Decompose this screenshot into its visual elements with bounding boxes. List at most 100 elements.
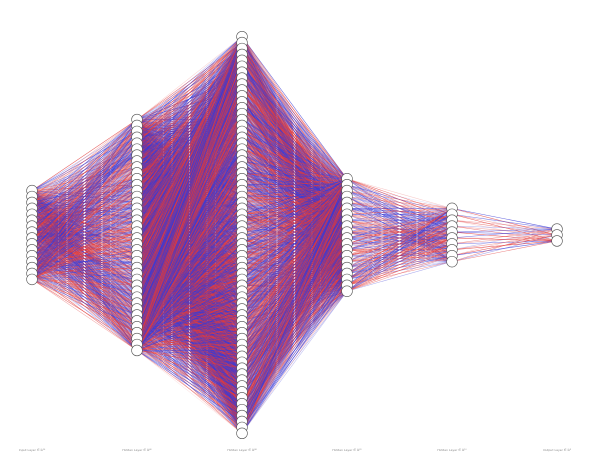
connection-line [136, 220, 243, 351]
connection-line [136, 243, 243, 351]
connection-line [241, 178, 348, 345]
connection-line [241, 184, 348, 351]
connection-line [136, 36, 243, 286]
connection-line [136, 149, 243, 351]
connection-line [241, 101, 348, 179]
connection-line [31, 249, 138, 280]
connection-line [31, 237, 138, 280]
connection-line [31, 119, 138, 191]
connection-line [136, 36, 243, 327]
connection-line [31, 125, 138, 274]
connection-line [31, 249, 138, 268]
connection-line [31, 119, 138, 268]
connection-line [136, 48, 243, 351]
connection-line [136, 36, 243, 321]
connection-line [31, 119, 138, 233]
connection-line [136, 54, 243, 321]
connection-line [136, 350, 243, 416]
connection-line [136, 36, 243, 274]
connection-line [136, 42, 243, 286]
connection-line [136, 338, 243, 351]
connection-line [241, 178, 348, 351]
connection-line [136, 48, 243, 215]
connection-line [241, 89, 348, 179]
connection-line [136, 350, 243, 434]
connection-line [136, 66, 243, 316]
connection-line [241, 178, 348, 268]
connection-line [241, 178, 348, 316]
connection-line [241, 178, 348, 322]
connection-line [241, 178, 348, 256]
connection-line [31, 214, 138, 280]
connection-line [136, 243, 243, 339]
connection-line [136, 36, 243, 144]
connection-line [136, 350, 243, 422]
connection-line [136, 350, 243, 410]
connection-line [31, 219, 138, 280]
connection-line [136, 350, 243, 399]
connection-line [31, 131, 138, 274]
connection-line [31, 119, 138, 227]
connection-line [136, 350, 243, 387]
connection-line [136, 36, 243, 120]
connection-line [241, 178, 348, 333]
connection-line [31, 208, 138, 280]
connection-line [31, 160, 138, 274]
connection-line [136, 166, 243, 351]
connection-line [241, 184, 348, 322]
connection-line [136, 125, 243, 333]
connection-line [136, 36, 243, 351]
connection-line [136, 125, 243, 351]
connection-line [31, 279, 138, 322]
connection-line [241, 95, 348, 191]
connection-line [241, 184, 348, 363]
connection-line [136, 36, 243, 174]
connection-line [31, 119, 138, 239]
connection-line [31, 137, 138, 280]
connection-line [136, 344, 243, 404]
connection-line [241, 178, 348, 209]
connection-line [136, 42, 243, 191]
connection-line [31, 125, 138, 209]
connection-line [241, 178, 348, 191]
connection-line [136, 36, 243, 138]
connection-line [136, 36, 243, 250]
connection-line [136, 36, 243, 179]
connection-line [136, 36, 243, 256]
connection-line [136, 60, 243, 345]
connection-line [136, 326, 243, 399]
connection-line [31, 273, 138, 280]
connection-line [31, 119, 138, 209]
connection-line [136, 36, 243, 168]
connection-line [241, 137, 348, 180]
connection-line [136, 160, 243, 351]
connection-line [241, 113, 348, 179]
connection-line [31, 119, 138, 280]
connection-line [31, 137, 138, 245]
connection-line [136, 302, 243, 351]
connection-line [31, 243, 138, 280]
connection-line [31, 190, 138, 280]
connection-line [136, 78, 243, 351]
connection-line [136, 261, 243, 351]
connection-line [241, 107, 348, 179]
connection-line [31, 148, 138, 280]
connection-line [136, 231, 243, 351]
connection-line [136, 89, 243, 351]
connection-line [241, 178, 348, 310]
connection-line [136, 36, 243, 126]
connection-line [241, 77, 348, 179]
connection-line [31, 125, 138, 256]
connection-line [136, 42, 243, 310]
connection-line [136, 101, 243, 351]
connection-line [31, 137, 138, 268]
connection-line [31, 261, 138, 280]
connection-line [136, 350, 243, 369]
connection-line [136, 42, 243, 150]
connection-line [136, 36, 243, 150]
connection-line [31, 137, 138, 274]
connection-line [136, 42, 243, 351]
neuron-node [26, 273, 38, 286]
connection-line [31, 143, 138, 280]
